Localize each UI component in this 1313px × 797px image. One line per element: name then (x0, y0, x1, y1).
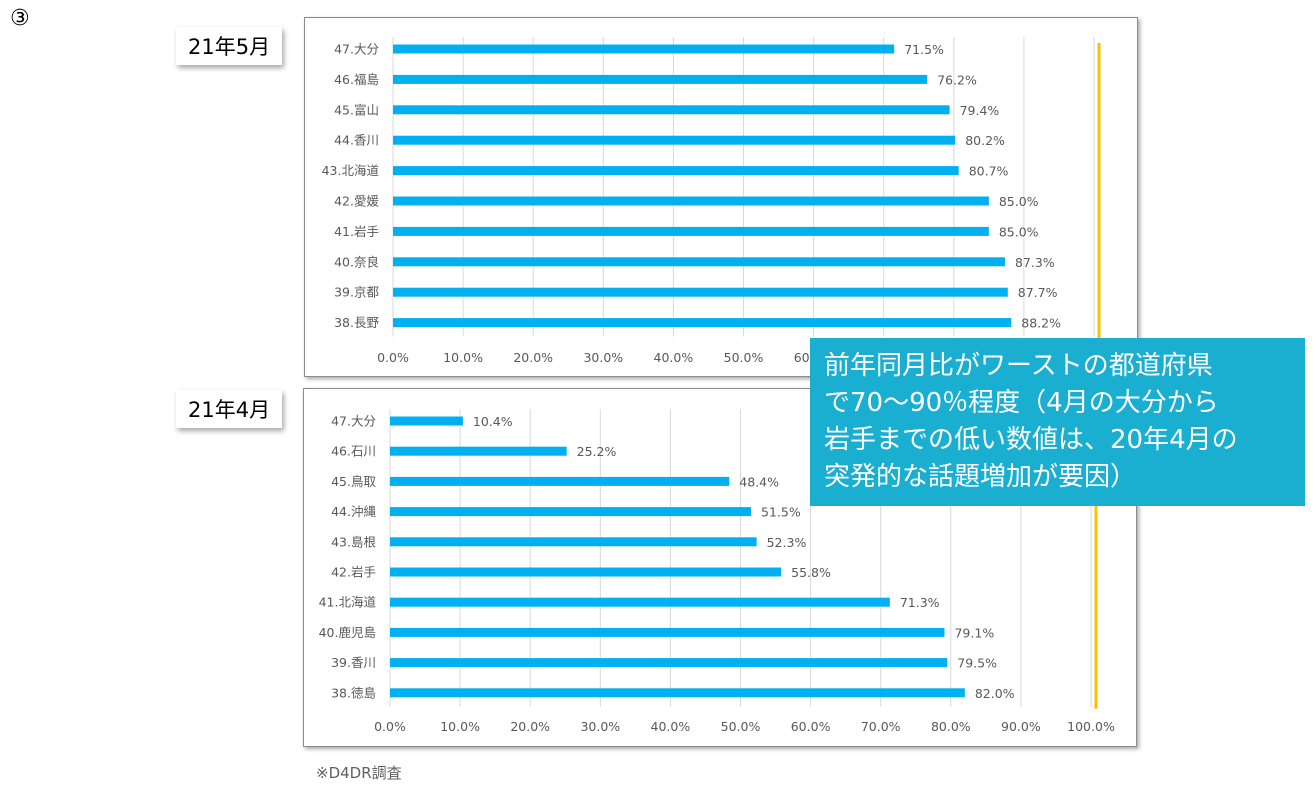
callout-line: で70〜90％程度（4月の大分から (824, 388, 1219, 418)
bar (390, 567, 782, 577)
category-label: 46.石川 (331, 444, 376, 459)
x-tick-label: 50.0% (721, 719, 761, 734)
bar (390, 507, 752, 517)
category-label: 47.大分 (334, 42, 379, 57)
chart-april-title: 21年4月 (176, 390, 283, 428)
value-label: 80.7% (969, 164, 1009, 179)
value-label: 48.4% (739, 474, 779, 489)
x-tick-label: 10.0% (443, 350, 483, 365)
x-tick-label: 60.0% (791, 719, 831, 734)
value-label: 87.7% (1018, 285, 1058, 300)
x-tick-label: 50.0% (724, 350, 764, 365)
bar (393, 287, 1008, 297)
category-label: 45.富山 (334, 102, 379, 117)
value-label: 51.5% (761, 505, 801, 520)
chart-april-svg: 0.0% 10.0% 20.0% 30.0% 40.0% 50.0% 60.0% 70.0% 8… (319, 409, 1115, 734)
x-tick-label: 0.0% (374, 719, 406, 734)
category-label: 41.北海道 (319, 595, 377, 610)
value-label: 71.3% (900, 595, 940, 610)
bar (390, 688, 965, 698)
x-tick-label: 40.0% (654, 350, 694, 365)
x-tick-label: 0.0% (377, 350, 409, 365)
value-label: 88.2% (1021, 316, 1061, 331)
category-label: 40.奈良 (334, 254, 379, 269)
bar (393, 196, 989, 206)
section-marker: ③ (10, 6, 30, 31)
x-tick-label: 80.0% (931, 719, 971, 734)
chart-may-panel: 0.0%10.0%20.0%30.0%40.0%50.0%60.0%70.0%8… (304, 17, 1138, 377)
bar (393, 44, 895, 54)
value-label: 25.2% (577, 444, 617, 459)
x-tick-label: 10.0% (440, 719, 480, 734)
category-label: 41.岩手 (334, 224, 379, 239)
value-label: 10.4% (473, 414, 513, 429)
value-label: 55.8% (791, 565, 831, 580)
value-label: 79.4% (960, 103, 1000, 118)
x-tick-label: 20.0% (513, 350, 553, 365)
category-label: 44.沖縄 (331, 504, 376, 519)
category-label: 38.徳島 (331, 685, 376, 700)
bar (393, 318, 1012, 328)
category-label: 44.香川 (334, 133, 379, 148)
bar (393, 105, 950, 115)
value-label: 82.0% (975, 686, 1015, 701)
x-tick-label: 40.0% (651, 719, 691, 734)
x-tick-label: 70.0% (861, 719, 901, 734)
value-label: 79.5% (957, 656, 997, 671)
category-label: 47.大分 (331, 414, 376, 429)
category-label: 40.鹿児島 (319, 625, 376, 640)
value-label: 85.0% (999, 224, 1039, 239)
bar (390, 537, 757, 547)
value-label: 80.2% (965, 133, 1005, 148)
bar (390, 416, 463, 426)
x-tick-label: 100.0% (1067, 719, 1115, 734)
bar (393, 166, 959, 176)
category-label: 46.福島 (334, 72, 379, 87)
bar (393, 74, 928, 84)
bar (390, 597, 890, 607)
chart-may-title: 21年5月 (176, 27, 283, 65)
bar (393, 135, 956, 145)
callout-line: 岩手までの低い数値は、20年4月の (824, 425, 1238, 455)
x-tick-label: 20.0% (510, 719, 550, 734)
chart-april-panel: 0.0% 10.0% 20.0% 30.0% 40.0% 50.0% 60.0% 70.0% 8… (303, 388, 1137, 747)
x-tick-label: 90.0% (1001, 719, 1041, 734)
x-tick-label: 30.0% (583, 350, 623, 365)
category-label: 42.岩手 (331, 565, 376, 580)
category-label: 39.京都 (334, 285, 379, 300)
bar (390, 627, 945, 637)
value-label: 85.0% (999, 194, 1039, 209)
value-label: 71.5% (904, 42, 944, 57)
bar (390, 446, 567, 456)
bar (390, 658, 948, 668)
callout-line: 突発的な話題増加が要因） (824, 462, 1137, 492)
category-label: 43.北海道 (322, 163, 380, 178)
bar (393, 226, 989, 236)
category-label: 45.鳥取 (331, 474, 376, 489)
value-label: 52.3% (767, 535, 807, 550)
bar (393, 257, 1005, 267)
value-label: 87.3% (1015, 255, 1055, 270)
category-label: 38.長野 (334, 315, 379, 330)
source-note: ※D4DR調査 (316, 764, 402, 782)
value-label: 79.1% (954, 625, 994, 640)
x-tick-label: 30.0% (580, 719, 620, 734)
category-label: 39.香川 (331, 655, 376, 670)
category-label: 43.島根 (331, 534, 376, 549)
category-label: 42.愛媛 (334, 194, 379, 209)
callout-line: 前年同月比がワーストの都道府県 (824, 351, 1213, 381)
callout-box: 前年同月比がワーストの都道府県 で70〜90％程度（4月の大分から 岩手までの低… (810, 338, 1305, 506)
value-label: 76.2% (937, 72, 977, 87)
chart-may-svg: 0.0%10.0%20.0%30.0%40.0%50.0%60.0%70.0%8… (322, 37, 1118, 365)
bar (390, 476, 730, 486)
